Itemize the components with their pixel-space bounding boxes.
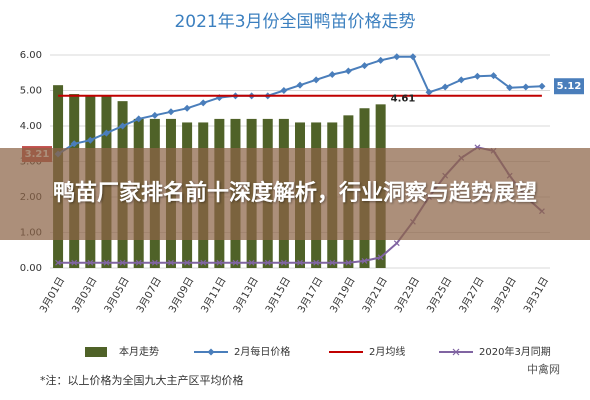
- marker: [393, 240, 400, 247]
- legend-label: 本月走势: [119, 345, 159, 358]
- marker: [296, 81, 304, 89]
- marker: [151, 259, 158, 266]
- marker: [457, 76, 465, 84]
- marker: [361, 62, 369, 70]
- x-tick-label: 3月07日: [134, 275, 164, 315]
- marker: [232, 259, 239, 266]
- marker: [119, 259, 126, 266]
- x-tick-label: 3月09日: [166, 275, 196, 315]
- data-label-box: [554, 78, 584, 95]
- marker: [102, 129, 110, 137]
- marker: [377, 56, 385, 64]
- legend-marker: [207, 348, 215, 356]
- note: *注：以上价格为全国九大主产区平均价格: [40, 373, 244, 387]
- marker: [264, 259, 271, 266]
- x-tick-label: 3月27日: [457, 275, 487, 315]
- legend-label: 2月每日价格: [234, 345, 290, 358]
- x-tick-label: 3月23日: [392, 275, 422, 315]
- marker: [135, 115, 143, 123]
- y-tick-label: 4.00: [20, 121, 42, 132]
- marker: [280, 259, 287, 266]
- marker: [425, 88, 433, 96]
- y-tick-label: 5.00: [20, 86, 42, 97]
- marker: [199, 99, 207, 107]
- marker: [119, 122, 127, 130]
- marker: [55, 259, 61, 266]
- x-tick-label: 3月29日: [489, 275, 519, 315]
- marker: [313, 259, 320, 266]
- marker: [71, 259, 78, 266]
- x-tick-label: 3月13日: [231, 275, 261, 315]
- legend-swatch: [85, 347, 107, 357]
- marker: [168, 259, 174, 266]
- marker: [361, 257, 368, 264]
- marker: [344, 67, 352, 75]
- x-tick-label: 3月19日: [328, 275, 358, 315]
- marker: [393, 53, 401, 61]
- x-tick-label: 3月01日: [37, 275, 67, 315]
- x-tick-label: 3月11日: [199, 275, 229, 315]
- marker: [87, 259, 94, 266]
- marker: [538, 82, 546, 90]
- x-tick-label: 3月31日: [521, 275, 551, 315]
- marker: [248, 259, 255, 266]
- data-label: 5.12: [557, 81, 582, 92]
- marker: [490, 72, 498, 80]
- banner: 鸭苗厂家排名前十深度解析，行业洞察与趋势展望: [0, 148, 590, 240]
- marker: [151, 111, 159, 119]
- marker: [297, 259, 303, 266]
- x-tick-label: 3月25日: [424, 275, 454, 315]
- marker: [473, 72, 481, 80]
- chart-title: 2021年3月份全国鸭苗价格走势: [174, 12, 415, 32]
- marker: [184, 259, 191, 266]
- marker: [522, 83, 530, 91]
- marker: [103, 259, 110, 266]
- marker: [409, 53, 417, 61]
- legend-label: 2月均线: [369, 345, 405, 358]
- x-tick-label: 3月05日: [102, 275, 132, 315]
- marker: [441, 83, 449, 91]
- legend-marker: [452, 348, 460, 356]
- legend-label: 2020年3月同期: [479, 345, 551, 358]
- data-label: 4.61: [391, 93, 416, 104]
- marker: [216, 259, 223, 266]
- marker: [280, 87, 288, 94]
- x-tick-label: 3月15日: [263, 275, 293, 315]
- marker: [183, 104, 191, 112]
- y-tick-label: 6.00: [20, 50, 42, 61]
- marker: [506, 84, 514, 92]
- x-tick-label: 3月17日: [295, 275, 325, 315]
- marker: [312, 76, 320, 84]
- marker: [70, 140, 78, 148]
- marker: [329, 259, 336, 266]
- marker: [200, 259, 207, 266]
- marker: [86, 136, 94, 144]
- headline: 鸭苗厂家排名前十深度解析，行业洞察与趋势展望: [52, 181, 537, 206]
- marker: [135, 259, 142, 266]
- marker: [328, 71, 336, 79]
- marker: [167, 108, 175, 116]
- marker: [377, 254, 384, 261]
- watermark: 中禽网: [527, 362, 560, 376]
- x-tick-label: 3月21日: [360, 275, 390, 315]
- x-tick-label: 3月03日: [70, 275, 100, 315]
- marker: [345, 259, 352, 266]
- y-tick-label: 0.00: [20, 263, 42, 274]
